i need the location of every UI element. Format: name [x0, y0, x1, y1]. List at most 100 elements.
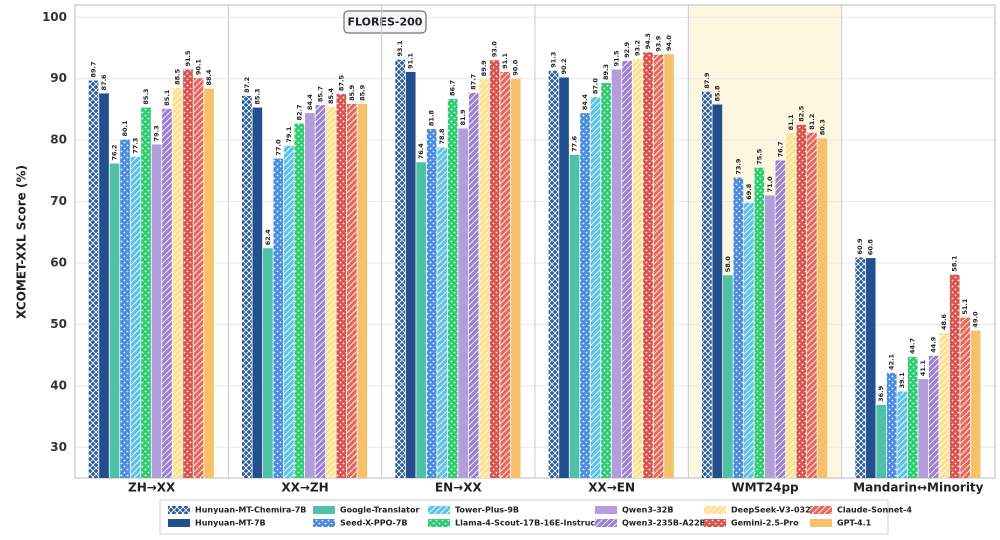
- value-label: 84.4: [581, 94, 589, 111]
- bar: [395, 59, 406, 479]
- value-label: 81.2: [808, 114, 816, 130]
- bar: [437, 147, 448, 478]
- bar: [949, 274, 960, 478]
- value-label: 91.1: [407, 52, 415, 69]
- bar: [500, 71, 511, 478]
- value-label: 60.8: [867, 239, 875, 256]
- value-label: 79.3: [153, 125, 161, 141]
- bar: [796, 124, 807, 479]
- bar: [273, 158, 284, 479]
- value-label: 89.9: [480, 60, 488, 77]
- value-label: 76.7: [776, 141, 784, 157]
- x-tick-label: Mandarin↔Minority: [853, 481, 984, 495]
- value-label: 85.3: [253, 89, 261, 105]
- value-label: 44.9: [930, 336, 938, 353]
- bar: [723, 275, 733, 478]
- value-label: 92.9: [623, 41, 631, 58]
- value-label: 80.3: [818, 119, 826, 135]
- value-label: 85.1: [163, 89, 171, 106]
- legend-swatch: [428, 519, 450, 527]
- y-tick-label: 90: [50, 71, 67, 85]
- value-label: 90.1: [195, 59, 203, 76]
- x-tick-label: ZH→XX: [128, 481, 176, 495]
- value-label: 49.0: [972, 311, 980, 328]
- legend-label: DeepSeek-V3-0324: [731, 506, 817, 515]
- bar: [664, 54, 674, 479]
- bar: [702, 91, 712, 478]
- bar: [204, 88, 214, 479]
- bar: [622, 60, 632, 479]
- bar: [447, 98, 458, 478]
- legend-label: Qwen3-32B: [622, 506, 673, 515]
- value-label: 93.2: [634, 40, 642, 56]
- bar: [601, 83, 611, 478]
- legend-box: [159, 499, 889, 535]
- bar: [786, 133, 796, 478]
- y-axis-label: XCOMET-XXL Score (%): [15, 165, 29, 319]
- value-label: 87.2: [243, 77, 251, 93]
- value-label: 84.4: [306, 94, 314, 111]
- value-label: 87.5: [337, 75, 345, 92]
- bar: [643, 52, 653, 479]
- value-label: 79.1: [285, 126, 293, 143]
- value-label: 58.1: [951, 255, 959, 272]
- bar: [510, 78, 521, 478]
- value-label: 93.9: [655, 35, 663, 52]
- legend-swatch: [704, 519, 726, 527]
- legend-label: Qwen3-235B-A22B: [622, 519, 706, 528]
- value-label: 87.6: [100, 74, 108, 91]
- value-label: 85.3: [142, 89, 150, 105]
- value-label: 76.4: [417, 143, 425, 160]
- legend-label: Gemini-2.5-Pro: [731, 519, 799, 528]
- bar: [918, 379, 929, 478]
- bar: [336, 94, 347, 479]
- value-label: 94.3: [644, 33, 652, 49]
- x-tick-label: WMT24pp: [731, 481, 799, 495]
- bar: [99, 93, 109, 478]
- legend-swatch: [595, 519, 617, 527]
- bar: [193, 78, 204, 478]
- bar: [765, 195, 775, 478]
- value-label: 71.0: [766, 176, 774, 193]
- legend-swatch: [704, 506, 726, 514]
- bar: [897, 391, 908, 478]
- bar: [907, 356, 918, 478]
- value-label: 91.5: [613, 50, 621, 67]
- bar: [611, 69, 622, 478]
- legend-label: Hunyuan-MT-7B: [195, 519, 266, 528]
- legend-swatch: [313, 519, 335, 527]
- bar: [939, 333, 950, 478]
- bar: [130, 156, 141, 478]
- value-label: 85.9: [358, 84, 366, 101]
- bar: [405, 71, 416, 478]
- bar: [775, 160, 786, 478]
- value-label: 41.1: [919, 360, 927, 377]
- bar: [960, 317, 971, 478]
- bar: [294, 123, 305, 479]
- value-label: 87.7: [470, 74, 478, 90]
- legend-label: Google-Translator: [340, 506, 419, 515]
- bar: [548, 70, 559, 478]
- legend-label: Llama-4-Scout-17B-16E-Instruct: [455, 519, 599, 528]
- x-tick-label: XX→EN: [588, 481, 635, 495]
- bar: [712, 104, 723, 478]
- legend-label: Claude-Sonnet-4: [837, 506, 912, 515]
- value-label: 81.9: [459, 109, 467, 126]
- bar: [653, 54, 664, 478]
- value-label: 93.1: [396, 40, 404, 57]
- bar: [183, 69, 193, 478]
- bar: [426, 129, 437, 479]
- bar: [88, 80, 99, 479]
- value-label: 58.0: [724, 256, 732, 273]
- y-tick-label: 100: [42, 10, 67, 24]
- bar: [632, 59, 643, 479]
- bar: [807, 132, 817, 478]
- bar: [162, 108, 172, 479]
- bar: [305, 113, 315, 478]
- value-label: 69.8: [745, 183, 753, 200]
- bar: [855, 257, 866, 478]
- bar: [876, 404, 887, 478]
- value-label: 91.3: [550, 52, 558, 68]
- value-label: 90.0: [512, 59, 520, 76]
